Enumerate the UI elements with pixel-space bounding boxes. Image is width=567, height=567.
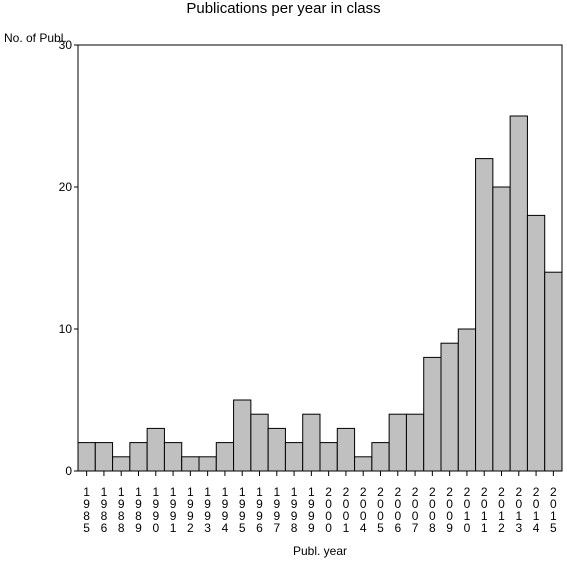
bar-2011	[475, 158, 494, 472]
bar-1994	[215, 442, 235, 472]
bar-2014	[526, 214, 546, 472]
bar-1990	[146, 427, 165, 472]
y-tick-label-30: 30	[59, 38, 73, 52]
bar-2004	[354, 456, 373, 472]
bar-2000	[319, 442, 338, 472]
bar-1998	[284, 442, 304, 472]
x-axis: 1 9 8 5 1 9 8 6 1 9 8 8 1 9 8 9 1 9 9 0 1 9 9 1 1 9 9 2 1 9 9 3 1 9 9 4 1 9 9 5…	[83, 471, 557, 535]
y-tick-label-10: 10	[59, 322, 73, 336]
bars-group	[77, 115, 563, 472]
bar-2006	[388, 413, 407, 472]
bar-1992	[181, 456, 200, 472]
bar-2015	[544, 271, 563, 472]
bar-2012	[492, 186, 511, 472]
chart-title: Publications per year in class	[186, 0, 381, 17]
bar-2005	[371, 442, 390, 472]
bar-2010	[457, 328, 477, 472]
y-axis: 0 10 20 30	[59, 38, 78, 478]
bar-1985	[77, 442, 96, 472]
bar-1988	[112, 456, 131, 472]
y-axis-label: No. of Publ.	[4, 31, 67, 45]
bar-1989	[129, 442, 148, 472]
y-tick-label-20: 20	[59, 180, 73, 194]
y-tick-label-0: 0	[65, 464, 72, 478]
bar-1997	[267, 427, 286, 472]
bar-1991	[163, 442, 183, 472]
bar-1986	[94, 442, 114, 472]
bar-2013	[509, 115, 528, 472]
x-axis-label: Publ. year	[292, 544, 348, 558]
bar-1999	[302, 413, 321, 472]
bar-2008	[423, 356, 442, 472]
bar-2001	[336, 427, 356, 472]
bar-1995	[233, 399, 252, 472]
bar-1996	[250, 413, 269, 472]
bar-2007	[405, 413, 425, 472]
bar-2009	[440, 342, 459, 472]
bar-1993	[198, 456, 217, 472]
